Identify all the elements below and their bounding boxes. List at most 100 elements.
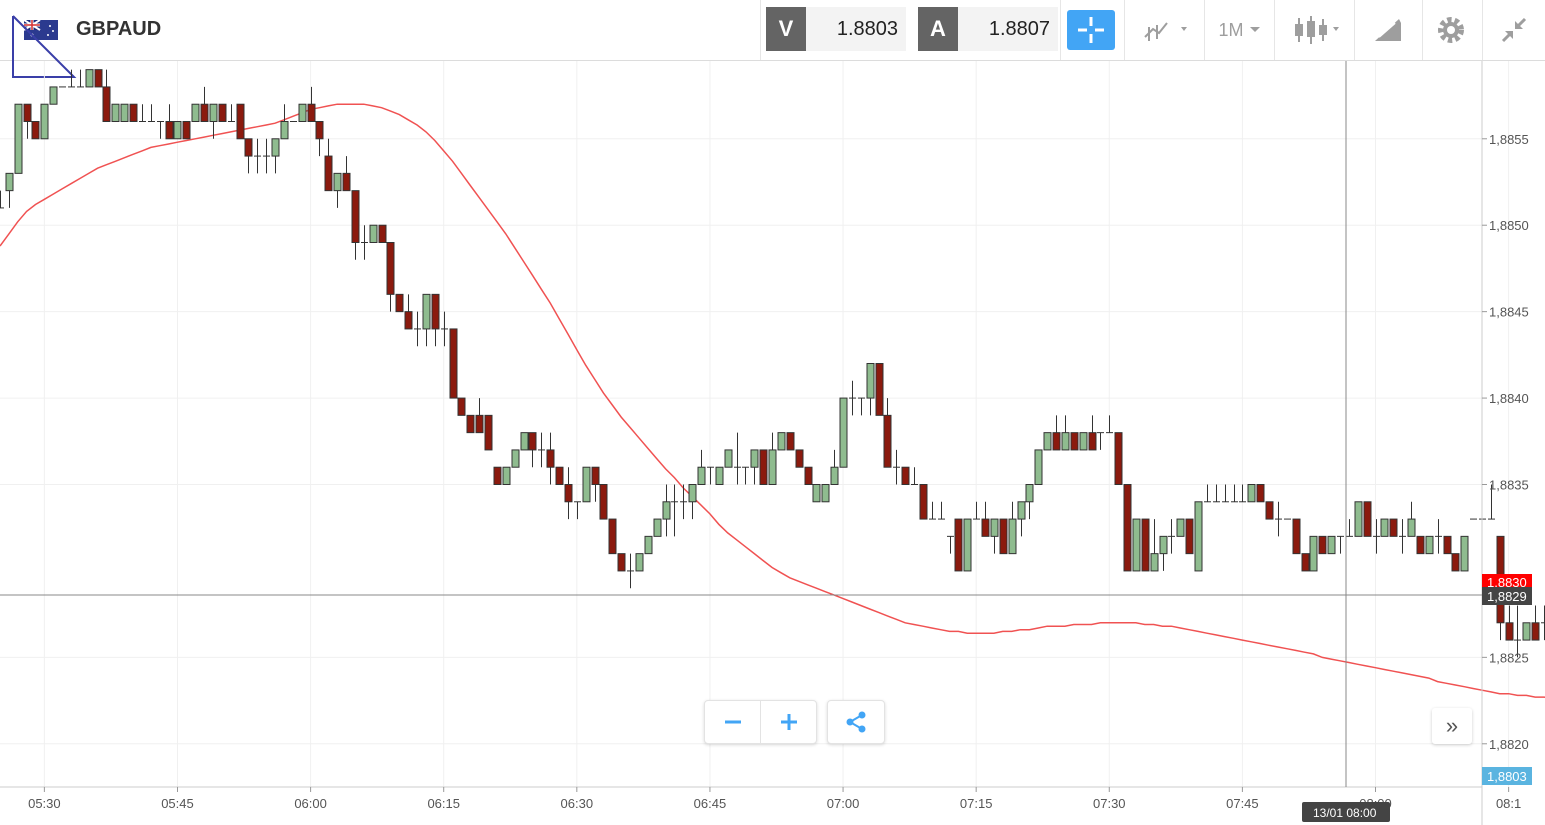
ma-price-badge: 1,8830 (1482, 574, 1532, 591)
candle (493, 466, 502, 486)
candle (414, 311, 421, 347)
buy-price-value: 1.8807 (958, 7, 1058, 51)
candle (893, 449, 900, 485)
x-tick-label: 05:30 (28, 796, 61, 811)
grid (0, 61, 1510, 787)
candle (511, 449, 520, 468)
svg-text:1,8830: 1,8830 (1487, 575, 1527, 590)
crosshair-button[interactable] (1067, 10, 1115, 50)
candle (963, 518, 972, 572)
gear-icon (1438, 17, 1464, 43)
time-axis[interactable]: 05:30 05:45 06:00 06:15 06:30 06:45 07:00 07:15… (28, 787, 1521, 811)
candle (1088, 415, 1097, 451)
timeframe-select[interactable]: 1M (1210, 0, 1270, 60)
candle (315, 121, 324, 157)
chart-toolbar: GBPAUD V 1.8803 A 1.8807 1M (0, 0, 1545, 78)
collapse-button[interactable] (1488, 0, 1540, 60)
candle (1168, 519, 1175, 554)
candle (1416, 535, 1425, 555)
candle (875, 363, 884, 416)
chart-type-button[interactable] (1132, 0, 1198, 60)
candle (40, 103, 49, 140)
candle (555, 466, 564, 486)
candle (1301, 553, 1310, 572)
price-axis[interactable]: 1,8855 1,8850 1,8845 1,8840 1,8835 1,8825 1,88… (1482, 132, 1529, 752)
timeframe-label: 1M (1218, 19, 1244, 40)
settings-button[interactable] (1426, 0, 1476, 60)
candle (1231, 484, 1238, 503)
candle (759, 449, 768, 485)
svg-text:1,8829: 1,8829 (1487, 589, 1527, 604)
candle (582, 466, 591, 503)
candle (973, 501, 980, 520)
candle (715, 466, 724, 486)
candle (1407, 501, 1416, 537)
svg-text:13/01 08:00: 13/01 08:00 (1313, 806, 1377, 820)
x-tick-label: 07:00 (827, 796, 860, 811)
candle (1070, 432, 1079, 451)
x-tick-label: 06:30 (561, 796, 594, 811)
candle (1531, 605, 1540, 641)
candle (1017, 501, 1026, 537)
drawing-tools-button[interactable] (1360, 0, 1416, 60)
y-tick-label: 1,8820 (1489, 737, 1529, 752)
candle (1034, 449, 1043, 485)
candle (1132, 518, 1141, 572)
candle (457, 397, 466, 416)
price-chart[interactable]: 1,8855 1,8850 1,8845 1,8840 1,8835 1,8825 1,88… (0, 61, 1545, 825)
candle (1451, 553, 1460, 572)
candle (1194, 501, 1203, 572)
candle (191, 103, 200, 123)
candle (475, 398, 484, 434)
candle (449, 328, 458, 399)
candle (218, 103, 227, 123)
share-button[interactable] (827, 700, 885, 744)
candle-style-button[interactable] (1282, 0, 1348, 60)
collapse-icon (1501, 17, 1527, 43)
candle (77, 69, 84, 88)
candle (981, 501, 990, 537)
buy-price-button[interactable]: A 1.8807 (918, 7, 1058, 51)
candle (786, 432, 795, 451)
candle (209, 103, 218, 139)
candle (644, 535, 653, 555)
candle (849, 380, 856, 416)
candle (404, 294, 413, 330)
candle (120, 103, 129, 123)
candle (662, 484, 671, 537)
sell-price-button[interactable]: V 1.8803 (766, 7, 906, 51)
candle (129, 103, 138, 123)
candle (919, 484, 928, 520)
candle (938, 501, 945, 520)
candle (1309, 535, 1318, 572)
candle (395, 293, 404, 313)
candle (182, 121, 191, 140)
candle (1399, 519, 1406, 554)
candle (324, 138, 333, 192)
candle (102, 69, 111, 123)
candle (574, 501, 581, 520)
candle (990, 518, 999, 554)
candle (263, 138, 270, 174)
drawing-tools-icon (1375, 19, 1401, 41)
scroll-to-latest-button[interactable]: » (1432, 708, 1472, 744)
candle (361, 225, 368, 260)
candle (680, 484, 687, 520)
candle (1505, 605, 1514, 641)
x-tick-label: 05:45 (161, 796, 194, 811)
candle (1159, 535, 1168, 571)
candle (431, 293, 440, 347)
candle (298, 103, 307, 123)
candle (254, 138, 261, 174)
candle (671, 484, 678, 537)
candle (333, 172, 342, 208)
candle (1514, 605, 1521, 658)
moving-average-line (0, 103, 1545, 699)
zoom-out-button[interactable] (705, 701, 760, 743)
y-tick-label: 1,8850 (1489, 218, 1529, 233)
candle (707, 466, 714, 485)
x-tick-label: 08:1 (1496, 796, 1521, 811)
zoom-in-button[interactable] (760, 701, 816, 743)
candle (599, 484, 608, 520)
candle (777, 432, 786, 451)
